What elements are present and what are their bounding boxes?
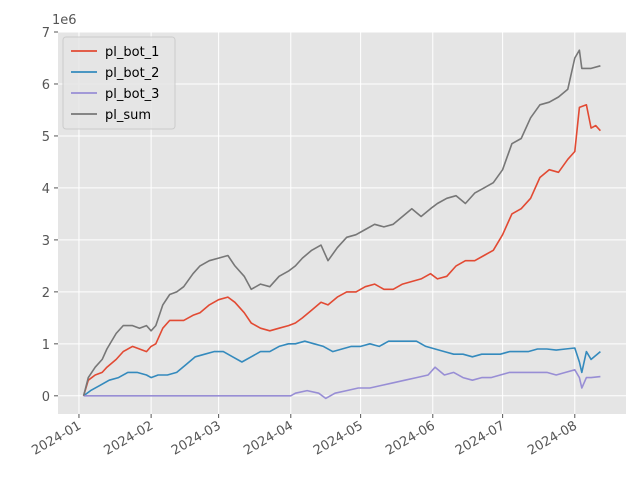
series-line-pl-bot-1 — [82, 104, 601, 397]
y-axis-exponent-label: 1e6 — [52, 13, 77, 28]
series-line-pl-sum — [82, 49, 601, 397]
y-axis: 0 1 2 3 4 5 6 7 — [42, 26, 58, 405]
series-layer — [82, 49, 601, 400]
series-line-pl-bot-2 — [83, 340, 601, 397]
y-tick-label: 2 — [42, 286, 50, 301]
legend-label: pl_bot_2 — [105, 66, 159, 81]
legend-label: pl_sum — [105, 108, 151, 123]
series-line-pl-bot-3 — [83, 366, 601, 400]
y-tick-label: 5 — [42, 130, 50, 145]
legend-frame — [62, 36, 176, 130]
y-tick-label: 6 — [42, 78, 50, 93]
legend: pl_bot_1 pl_bot_2 pl_bot_3 pl_sum — [62, 36, 176, 130]
y-tick-label: 1 — [42, 338, 50, 353]
y-tick-label: 0 — [42, 390, 50, 405]
y-tick-label: 3 — [42, 234, 50, 249]
y-tick-label: 7 — [42, 26, 50, 41]
legend-label: pl_bot_3 — [105, 87, 159, 102]
y-tick-label: 4 — [42, 182, 50, 197]
legend-label: pl_bot_1 — [105, 45, 159, 60]
